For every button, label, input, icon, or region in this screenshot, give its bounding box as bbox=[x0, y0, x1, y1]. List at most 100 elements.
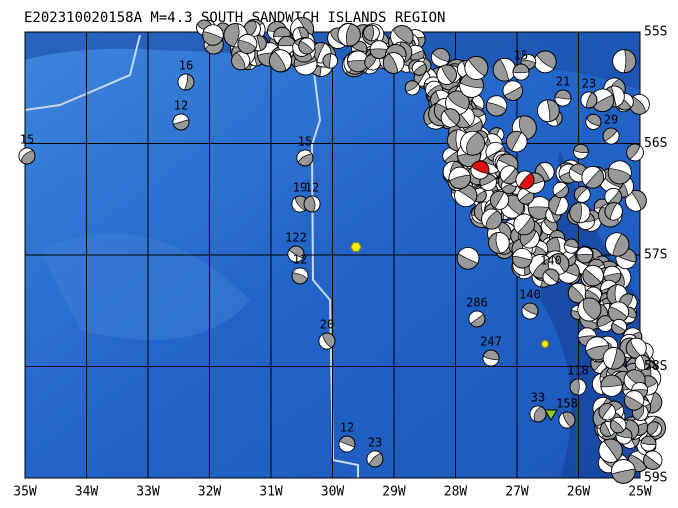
beachball bbox=[609, 416, 627, 434]
beachball-quadrant bbox=[425, 80, 442, 97]
beachball-quadrant bbox=[337, 23, 352, 47]
event-depth-label: 12 bbox=[340, 421, 354, 435]
beachball bbox=[602, 127, 620, 145]
beachball-quadrant bbox=[598, 440, 618, 463]
beachball-quadrant bbox=[615, 254, 637, 269]
beachball-quadrant bbox=[612, 49, 627, 74]
beachball-quadrant bbox=[625, 390, 645, 406]
beachball bbox=[563, 238, 579, 254]
beachball-quadrant bbox=[457, 247, 480, 264]
beachball-quadrant bbox=[513, 213, 532, 234]
lon-label: 28W bbox=[444, 485, 468, 500]
beachball bbox=[581, 166, 605, 189]
beachball bbox=[287, 245, 305, 263]
beachball-quadrant bbox=[294, 60, 318, 76]
beachball bbox=[298, 37, 316, 55]
beachball-quadrant bbox=[564, 244, 579, 254]
beachball bbox=[268, 49, 292, 73]
beachball-quadrant bbox=[576, 246, 594, 256]
beachball-quadrant bbox=[468, 310, 484, 325]
beachball bbox=[598, 438, 623, 463]
beachball-quadrant bbox=[610, 85, 625, 108]
beachball bbox=[291, 267, 309, 285]
deep-water bbox=[25, 32, 640, 90]
beachball-quadrant bbox=[202, 24, 224, 40]
beachball-quadrant bbox=[609, 301, 629, 319]
event-depth-label: 12 bbox=[305, 181, 319, 195]
beachball-quadrant bbox=[631, 382, 648, 391]
beachball-quadrant bbox=[485, 142, 505, 158]
event-depth-label: 122 bbox=[285, 231, 307, 245]
event-depth-label: 23 bbox=[368, 436, 382, 450]
beachball bbox=[634, 354, 651, 371]
beachball bbox=[337, 23, 361, 47]
beachball-quadrant bbox=[299, 37, 315, 52]
beachball-quadrant bbox=[605, 232, 623, 256]
event-depth-label: 33 bbox=[531, 391, 545, 405]
beachball-quadrant bbox=[436, 65, 453, 85]
beachball-quadrant bbox=[542, 271, 558, 286]
beachball bbox=[598, 403, 616, 421]
beachball bbox=[513, 213, 536, 236]
beachball bbox=[623, 390, 645, 411]
beachball bbox=[625, 189, 647, 212]
beachball bbox=[646, 421, 662, 437]
beachball bbox=[460, 130, 486, 156]
beachball-quadrant bbox=[615, 433, 633, 445]
beachball-quadrant bbox=[522, 230, 540, 249]
beachball-quadrant bbox=[440, 110, 457, 128]
event-depth-label: 20 bbox=[320, 318, 334, 332]
beachball bbox=[347, 50, 369, 73]
beachball bbox=[548, 194, 569, 216]
beachball-quadrant bbox=[632, 94, 650, 113]
beachball-quadrant bbox=[529, 405, 542, 423]
event-depth-label: 118 bbox=[567, 364, 589, 378]
beachball-quadrant bbox=[405, 83, 420, 96]
event-depth-label: 286 bbox=[466, 296, 488, 310]
beachball-quadrant bbox=[296, 149, 313, 164]
beachball bbox=[363, 24, 380, 42]
beachball bbox=[468, 310, 486, 328]
beachball bbox=[607, 301, 630, 323]
beachball bbox=[511, 247, 533, 269]
beachball-quadrant bbox=[554, 195, 569, 216]
beachball-quadrant bbox=[500, 165, 516, 183]
beachball bbox=[502, 80, 524, 102]
beachball bbox=[527, 196, 552, 220]
beachball-quadrant bbox=[459, 82, 484, 98]
beachball-quadrant bbox=[649, 421, 662, 437]
beachball-quadrant bbox=[328, 53, 338, 69]
beachball-quadrant bbox=[539, 162, 555, 181]
beachball bbox=[481, 208, 503, 230]
beachball bbox=[382, 52, 405, 74]
beachball bbox=[604, 202, 623, 221]
lat-label: 59S bbox=[644, 471, 667, 486]
lon-label: 32W bbox=[198, 485, 222, 500]
beachball-quadrant bbox=[609, 202, 623, 221]
beachball-quadrant bbox=[238, 34, 258, 49]
beachball bbox=[605, 232, 630, 257]
beachball-quadrant bbox=[528, 254, 550, 276]
beachball-quadrant bbox=[608, 160, 632, 178]
beachball bbox=[536, 99, 560, 123]
beachball bbox=[515, 170, 535, 190]
event-depth-label: 12 bbox=[293, 253, 307, 267]
beachball-quadrant bbox=[291, 196, 306, 213]
beachball-quadrant bbox=[411, 60, 426, 74]
event-depth-label: 21 bbox=[556, 75, 570, 89]
beachball-quadrant bbox=[585, 116, 601, 130]
beachball bbox=[640, 435, 657, 452]
lat-label: 58S bbox=[644, 359, 667, 374]
beachball bbox=[505, 130, 528, 153]
beachball-quadrant bbox=[636, 404, 649, 421]
beachball bbox=[521, 302, 539, 320]
beachball bbox=[643, 450, 663, 470]
beachball bbox=[554, 89, 572, 107]
beachball-quadrant bbox=[584, 265, 604, 283]
beachball-quadrant bbox=[287, 249, 304, 263]
event-depth-label: 29 bbox=[604, 113, 618, 127]
beachball-quadrant bbox=[370, 24, 380, 42]
beachball bbox=[626, 143, 644, 162]
beachball-quadrant bbox=[580, 91, 593, 108]
